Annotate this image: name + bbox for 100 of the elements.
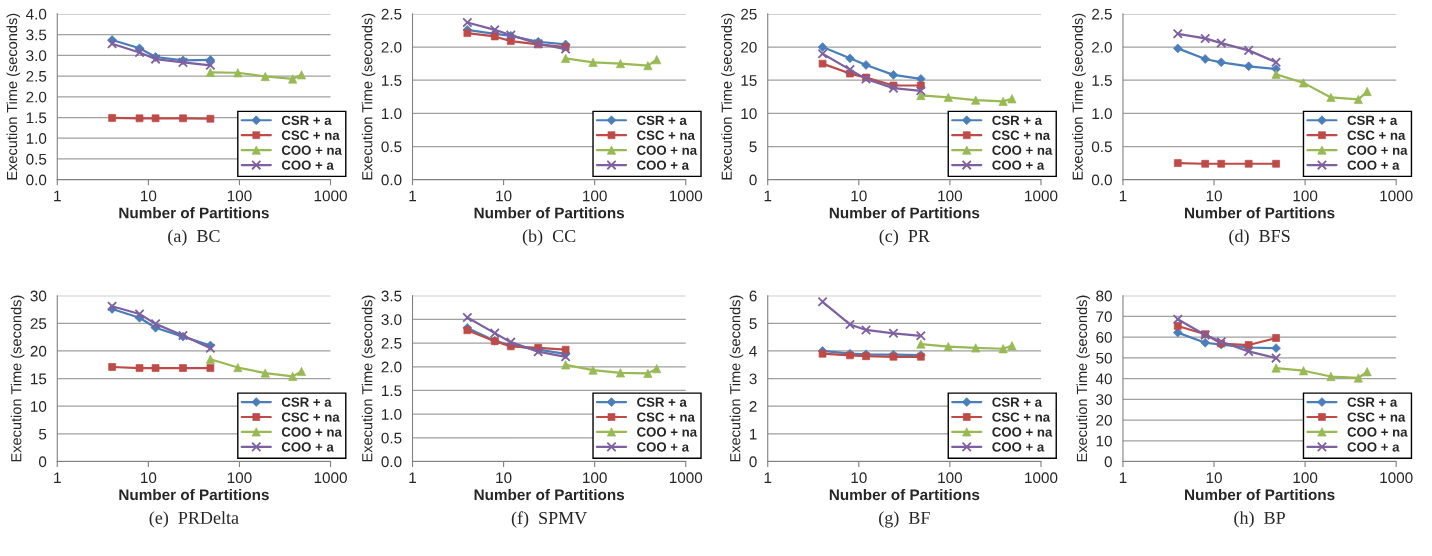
legend-label: CSR + a bbox=[637, 115, 687, 126]
y-tick-label: 6 bbox=[749, 290, 757, 302]
legend-label: COO + a bbox=[1347, 160, 1400, 170]
legend-label: CSC + na bbox=[1347, 412, 1406, 422]
y-tick-label: 1 bbox=[749, 428, 757, 440]
y-tick-label: 2.5 bbox=[26, 70, 47, 82]
legend-label: COO + a bbox=[992, 160, 1045, 170]
legend-label: CSR + a bbox=[1347, 397, 1398, 407]
x-tick-label: 100 bbox=[227, 472, 252, 484]
y-tick-label: 0 bbox=[38, 456, 47, 468]
text: (b) CC bbox=[522, 229, 576, 246]
y-tick-label: 1.0 bbox=[26, 133, 47, 144]
y-tick-label: 25 bbox=[741, 8, 757, 20]
y-tick-label: 0.5 bbox=[26, 153, 47, 165]
y-tick-label: 2 bbox=[749, 401, 757, 412]
y-tick-label: 4 bbox=[749, 345, 757, 357]
y-tick-label: 10 bbox=[741, 108, 757, 120]
legend-label: COO + a bbox=[1347, 442, 1400, 452]
x-tick-label: 10 bbox=[851, 190, 867, 202]
x-tick-label: 100 bbox=[583, 472, 607, 484]
legend-label: CSR + a bbox=[1347, 115, 1398, 126]
x-tick-label: 1 bbox=[54, 190, 61, 202]
y-tick-label: 30 bbox=[30, 290, 47, 302]
y-axis-title: Execution Time (seconds) bbox=[721, 13, 735, 180]
y-tick-label: 15 bbox=[741, 75, 757, 86]
legend-label: CSC + na bbox=[1347, 130, 1406, 140]
x-tick-label: 10 bbox=[1206, 472, 1222, 484]
y-tick-label: 0.5 bbox=[381, 141, 402, 153]
y-tick-label: 10 bbox=[1096, 435, 1112, 447]
y-tick-label: 0.0 bbox=[1091, 174, 1112, 186]
y-tick-label: 5 bbox=[749, 141, 757, 153]
y-tick-label: 1.5 bbox=[26, 112, 47, 124]
x-tick-label: 100 bbox=[227, 190, 252, 202]
legend-label: CSC + na bbox=[992, 412, 1051, 422]
legend-label: COO + a bbox=[637, 442, 690, 452]
y-tick-label: 1.0 bbox=[1092, 108, 1112, 120]
y-tick-label: 0.0 bbox=[381, 174, 402, 186]
x-tick-label: 10 bbox=[1206, 190, 1222, 202]
y-tick-label: 10 bbox=[31, 401, 47, 412]
x-tick-label: 1 bbox=[1119, 472, 1127, 483]
x-tick-label: 1000 bbox=[314, 190, 347, 202]
y-axis-title: Execution Time (seconds) bbox=[1072, 13, 1086, 180]
y-tick-label: 2.0 bbox=[381, 41, 402, 53]
y-tick-label: 2.5 bbox=[1092, 8, 1112, 20]
x-tick-label: 10 bbox=[496, 472, 512, 484]
x-tick-label: 100 bbox=[938, 472, 963, 484]
legend-label: COO + a bbox=[637, 160, 690, 170]
x-axis-title: Number of Partitions bbox=[474, 488, 625, 501]
text: (g) BF bbox=[879, 511, 930, 528]
y-tick-label: 0.0 bbox=[26, 174, 47, 186]
x-tick-label: 1 bbox=[1119, 190, 1127, 202]
y-axis-title: Execution Time (seconds) bbox=[10, 295, 25, 462]
y-tick-label: 15 bbox=[31, 373, 47, 385]
legend-label: CSC + na bbox=[281, 412, 340, 422]
y-tick-label: 1.5 bbox=[382, 385, 402, 397]
legend-label: CSC + na bbox=[637, 412, 695, 422]
x-tick-label: 10 bbox=[496, 190, 512, 202]
x-tick-label: 100 bbox=[583, 190, 607, 202]
legend-label: CSC + na bbox=[281, 130, 340, 140]
legend-label: COO + na bbox=[281, 145, 342, 155]
y-axis-title: Execution Time (seconds) bbox=[361, 13, 376, 180]
y-tick-label: 60 bbox=[1096, 332, 1112, 343]
x-tick-label: 100 bbox=[938, 190, 963, 202]
y-tick-label: 20 bbox=[30, 345, 47, 357]
legend-label: CSR + a bbox=[281, 115, 332, 126]
x-tick-label: 1000 bbox=[669, 190, 703, 202]
legend-label: COO + na bbox=[281, 427, 342, 437]
x-tick-label: 1000 bbox=[1380, 472, 1413, 484]
x-axis-title: Number of Partitions bbox=[474, 207, 625, 219]
x-tick-label: 1 bbox=[409, 472, 417, 483]
legend-label: COO + na bbox=[992, 427, 1053, 437]
y-tick-label: 25 bbox=[30, 318, 47, 330]
legend-label: CSC + na bbox=[992, 130, 1051, 140]
legend-label: COO + a bbox=[992, 442, 1045, 452]
legend-label: CSR + a bbox=[281, 397, 332, 407]
legend-label: COO + na bbox=[992, 145, 1053, 155]
x-tick-label: 100 bbox=[1293, 190, 1318, 202]
text: (e) PRDelta bbox=[149, 511, 239, 528]
y-tick-label: 2.5 bbox=[381, 8, 402, 20]
x-axis-title: Number of Partitions bbox=[829, 207, 980, 219]
legend-label: COO + na bbox=[637, 427, 698, 437]
y-tick-label: 4.0 bbox=[25, 8, 47, 20]
y-tick-label: 20 bbox=[741, 41, 757, 53]
y-tick-label: 0 bbox=[749, 174, 757, 186]
y-tick-label: 1.0 bbox=[382, 408, 402, 420]
y-tick-label: 1.0 bbox=[382, 108, 402, 120]
x-tick-label: 1 bbox=[764, 472, 772, 483]
legend-label: COO + a bbox=[281, 442, 334, 452]
x-tick-label: 1 bbox=[54, 472, 61, 483]
legend-label: CSR + a bbox=[992, 115, 1043, 126]
y-tick-label: 0 bbox=[1104, 456, 1112, 468]
y-tick-label: 2.0 bbox=[26, 91, 47, 103]
legend-label: CSR + a bbox=[992, 397, 1043, 407]
y-tick-label: 3.5 bbox=[26, 29, 47, 41]
legend-label: COO + a bbox=[281, 160, 334, 170]
y-tick-label: 5 bbox=[749, 318, 757, 330]
y-tick-label: 2.5 bbox=[381, 337, 402, 349]
y-tick-label: 70 bbox=[1096, 311, 1112, 323]
text: (a) BC bbox=[168, 229, 220, 246]
x-tick-label: 1000 bbox=[669, 472, 703, 484]
